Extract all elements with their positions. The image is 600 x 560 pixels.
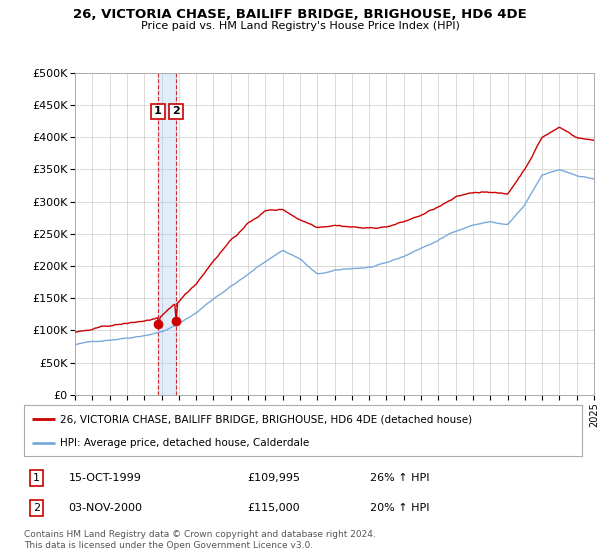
Text: 2: 2: [33, 503, 40, 514]
Text: Price paid vs. HM Land Registry's House Price Index (HPI): Price paid vs. HM Land Registry's House …: [140, 21, 460, 31]
Text: £109,995: £109,995: [247, 473, 300, 483]
Text: 1: 1: [33, 473, 40, 483]
Text: 03-NOV-2000: 03-NOV-2000: [68, 503, 143, 514]
Text: 26, VICTORIA CHASE, BAILIFF BRIDGE, BRIGHOUSE, HD6 4DE (detached house): 26, VICTORIA CHASE, BAILIFF BRIDGE, BRIG…: [60, 414, 472, 424]
Text: 2: 2: [172, 106, 180, 116]
Text: 1: 1: [154, 106, 162, 116]
Text: HPI: Average price, detached house, Calderdale: HPI: Average price, detached house, Cald…: [60, 438, 310, 448]
Text: Contains HM Land Registry data © Crown copyright and database right 2024.
This d: Contains HM Land Registry data © Crown c…: [24, 530, 376, 550]
Text: 26, VICTORIA CHASE, BAILIFF BRIDGE, BRIGHOUSE, HD6 4DE: 26, VICTORIA CHASE, BAILIFF BRIDGE, BRIG…: [73, 8, 527, 21]
Text: 26% ↑ HPI: 26% ↑ HPI: [370, 473, 430, 483]
Text: 15-OCT-1999: 15-OCT-1999: [68, 473, 142, 483]
Text: £115,000: £115,000: [247, 503, 300, 514]
Text: 20% ↑ HPI: 20% ↑ HPI: [370, 503, 430, 514]
